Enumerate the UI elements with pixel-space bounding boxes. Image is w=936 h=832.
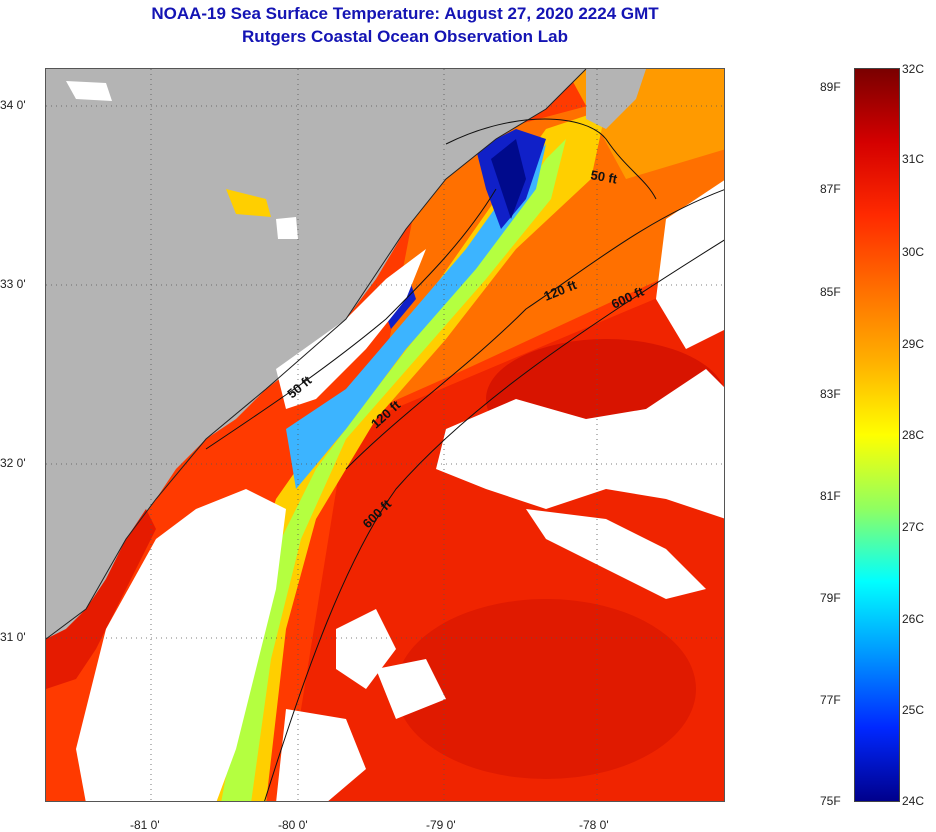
graticule: [46, 69, 724, 801]
lon-label-79: -79 0': [426, 818, 456, 832]
lon-label-78: -78 0': [579, 818, 609, 832]
cloud-inland: [66, 81, 112, 101]
isobath-50-north: [445, 118, 657, 200]
sst-map-svg: 50 ft 50 ft 120 ft 120 ft 600 ft 600 ft: [46, 69, 724, 801]
colorbar-c-27: 27C: [902, 520, 925, 534]
colorbar-f-79: 79F: [820, 591, 841, 605]
contour-label-50-north: 50 ft: [589, 167, 619, 187]
isobath-600: [264, 239, 724, 801]
map-title: NOAA-19 Sea Surface Temperature: August …: [151, 4, 659, 23]
isobath-120: [345, 189, 724, 470]
colorbar-c-25: 25C: [902, 703, 925, 717]
colorbar-f-87: 87F: [820, 182, 841, 196]
colorbar-c-28: 28C: [902, 428, 925, 442]
colorbar-f-89: 89F: [820, 80, 841, 94]
cloud-coastal: [76, 489, 286, 801]
cloud-south-patch-2: [376, 659, 446, 719]
colorbar-f-77: 77F: [820, 693, 841, 707]
coastline: [46, 69, 587, 640]
colorbar-f-85: 85F: [820, 285, 841, 299]
inland-lake-2: [276, 217, 298, 239]
lon-label-81: -81 0': [130, 818, 160, 832]
cool-water-cyan: [286, 144, 546, 489]
colorbar-f-75: 75F: [820, 794, 841, 808]
land-north-cape: [586, 69, 646, 129]
colorbar-f-81: 81F: [820, 489, 841, 503]
map-subtitle: Rutgers Coastal Ocean Observation Lab: [242, 27, 568, 46]
lat-label-31: 31 0': [0, 630, 26, 644]
cloud-offshore-2: [526, 509, 706, 599]
colorbar-c-32: 32C: [902, 62, 925, 76]
isobath-50-south: [205, 188, 497, 450]
lat-label-34: 34 0': [0, 98, 26, 112]
cloud-nearshore: [276, 249, 426, 409]
nearshore-green-band: [221, 139, 566, 801]
colorbar-c-26: 26C: [902, 612, 925, 626]
colorbar-c-29: 29C: [902, 337, 925, 351]
colorbar-c-31: 31C: [902, 152, 925, 166]
colorbar-c-24: 24C: [902, 794, 925, 808]
temperature-colorbar: [854, 68, 900, 802]
lat-label-32: 32 0': [0, 456, 26, 470]
cloud-offshore-band: [436, 369, 724, 519]
inland-lake: [226, 189, 271, 217]
lon-label-80: -80 0': [278, 818, 308, 832]
cloud-east: [656, 180, 724, 349]
colorbar-f-83: 83F: [820, 387, 841, 401]
coastal-marsh: [46, 509, 156, 689]
cloud-south-patch-3: [276, 709, 366, 801]
sst-map: 50 ft 50 ft 120 ft 120 ft 600 ft 600 ft: [45, 68, 725, 802]
cool-water-navy: [491, 139, 526, 219]
hot-patch-south: [396, 599, 696, 779]
lat-label-33: 33 0': [0, 277, 26, 291]
colorbar-c-30: 30C: [902, 245, 925, 259]
land-mass: [46, 69, 586, 639]
